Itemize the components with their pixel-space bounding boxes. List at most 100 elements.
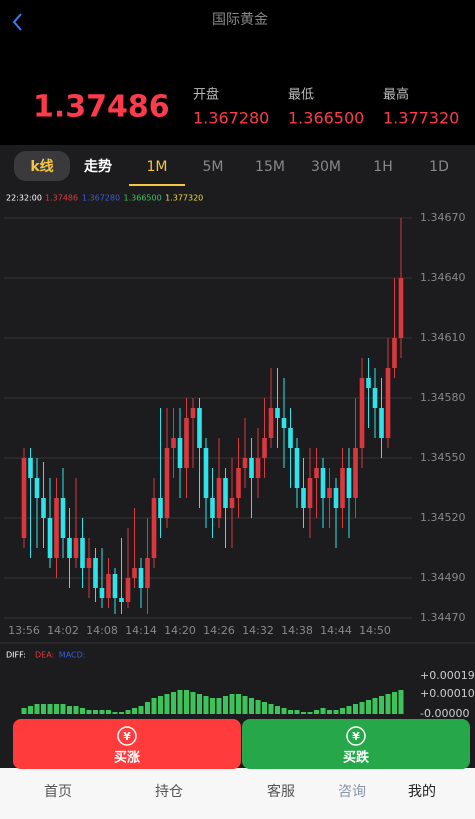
legend-value: 1.367280 — [82, 194, 120, 203]
macd-bar — [197, 694, 202, 714]
candle-body — [197, 408, 202, 448]
macd-bar — [60, 704, 66, 714]
y-tick-label: 1.34580 — [420, 391, 466, 404]
period-tab[interactable]: 1D — [429, 159, 449, 175]
y-tick-label: 1.34670 — [420, 211, 466, 224]
macd-bar — [184, 690, 189, 714]
button-icon: ¥ — [352, 730, 360, 743]
macd-bar — [73, 706, 79, 714]
macd-bar — [21, 708, 27, 714]
macd-tick-label: +0.00019 — [420, 669, 475, 682]
candle-body — [288, 428, 293, 448]
nav-item[interactable]: 客服 — [267, 783, 295, 800]
candle-body — [54, 498, 59, 558]
macd-bar — [47, 704, 53, 714]
candle-body — [255, 458, 261, 478]
candle-body — [223, 478, 228, 508]
candle-body — [106, 574, 111, 598]
macd-bar — [229, 694, 235, 714]
candle-body — [340, 468, 345, 508]
macd-bar — [346, 706, 352, 714]
candle-body — [392, 338, 397, 368]
nav-item[interactable]: 首页 — [44, 784, 72, 800]
nav-item[interactable]: 持仓 — [155, 784, 183, 800]
period-tab[interactable]: 15M — [255, 159, 285, 175]
macd-bar — [398, 690, 404, 714]
candle-body — [177, 438, 183, 468]
candle-body — [112, 574, 118, 598]
period-tab[interactable]: 5M — [203, 159, 224, 175]
candle-body — [229, 498, 235, 508]
macd-bar — [294, 710, 300, 714]
candle-body — [138, 568, 144, 588]
candle-body — [119, 598, 124, 602]
candle-body — [353, 448, 358, 498]
macd-legend: DEA: — [35, 651, 54, 660]
macd-bar — [80, 708, 85, 714]
period-tab[interactable]: 走势 — [84, 158, 112, 175]
candle-body — [34, 478, 40, 498]
tab-bar — [0, 145, 475, 190]
macd-bar — [210, 698, 215, 714]
macd-bar — [301, 712, 306, 714]
macd-bar — [132, 708, 137, 714]
macd-legend: MACD: — [59, 651, 86, 660]
nav-item[interactable]: 咨询 — [338, 784, 366, 800]
candle-body — [281, 418, 287, 428]
open-value: 1.367280 — [193, 109, 269, 128]
x-tick-label: 14:38 — [281, 624, 313, 637]
trade-button[interactable]: ¥ 买涨 — [13, 719, 241, 769]
macd-bar — [379, 696, 384, 714]
macd-bar — [28, 706, 33, 714]
macd-bar — [281, 708, 287, 714]
candle-body — [307, 478, 313, 508]
macd-bar — [288, 710, 293, 714]
trade-button[interactable]: ¥ 买跌 — [242, 719, 470, 769]
candle-body — [359, 378, 365, 448]
tab-underline — [129, 184, 185, 186]
high-value: 1.377320 — [383, 109, 459, 128]
macd-bar — [353, 704, 358, 714]
candle-body — [216, 478, 222, 518]
macd-bar — [327, 710, 332, 714]
candle-body — [93, 558, 98, 588]
candle-body — [275, 408, 280, 418]
candle-body — [262, 438, 267, 458]
period-tab[interactable]: 1H — [373, 159, 392, 175]
nav-item[interactable]: 我的 — [408, 784, 436, 800]
macd-bar — [125, 710, 131, 714]
legend-time: 22:32:00 — [6, 194, 42, 203]
candle-body — [190, 408, 196, 418]
macd-bar — [307, 712, 313, 714]
back-button[interactable] — [12, 13, 22, 31]
macd-bar — [275, 706, 280, 714]
macd-bar — [164, 694, 170, 714]
candle-body — [60, 498, 66, 538]
candle-body — [21, 458, 27, 538]
x-tick-label: 14:08 — [86, 624, 118, 637]
candle-body — [379, 408, 384, 438]
x-tick-label: 14:50 — [359, 624, 391, 637]
macd-bar — [249, 698, 254, 714]
candle-body — [268, 408, 274, 438]
period-tab[interactable]: k线 — [30, 158, 53, 175]
macd-bar — [119, 712, 124, 714]
macd-bar — [34, 704, 40, 714]
legend-value: 1.377320 — [165, 194, 203, 203]
candle-body — [86, 558, 92, 568]
period-tab[interactable]: 30M — [311, 159, 341, 175]
button-icon-ring — [346, 726, 366, 746]
candle-body — [164, 448, 170, 518]
page-title: 国际黄金 — [212, 11, 268, 28]
macd-bar — [320, 708, 326, 714]
period-tab[interactable]: 1M — [147, 159, 168, 175]
open-label: 开盘 — [193, 87, 219, 103]
macd-bar — [203, 696, 209, 714]
candle-body — [301, 488, 306, 508]
button-label: 买涨 — [114, 751, 140, 766]
candle-body — [366, 378, 371, 388]
high-label: 最高 — [383, 87, 409, 103]
candle-body — [385, 368, 391, 438]
